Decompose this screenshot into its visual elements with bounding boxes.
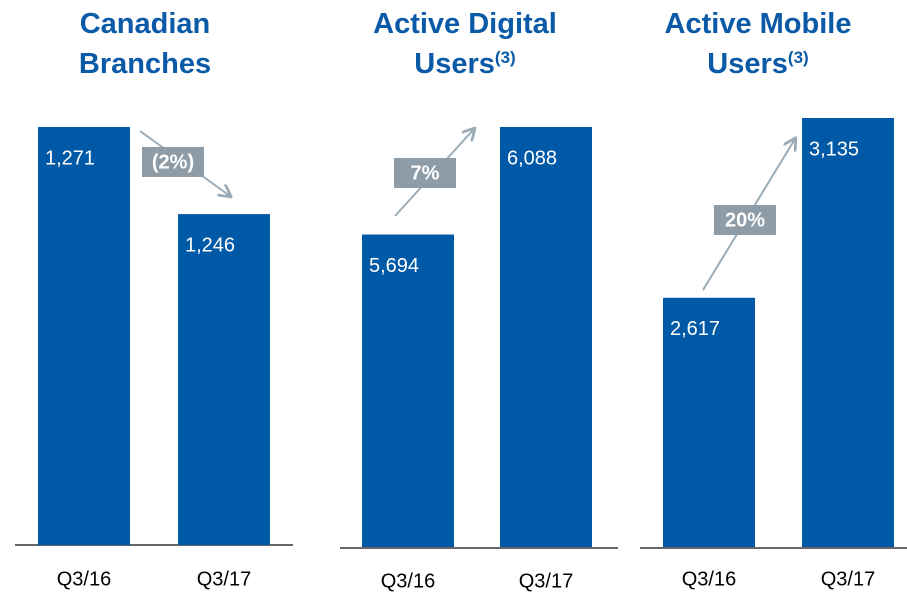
annotation: 7% (411, 162, 440, 184)
annotation-box (714, 205, 776, 235)
value-label: 5,694 (369, 255, 419, 277)
x-tick-label: Q3/16 (682, 568, 736, 590)
chart-title: Active Mobile Users(3) (628, 4, 888, 84)
x-tick-label: Q3/17 (519, 570, 573, 592)
bar (362, 234, 454, 548)
bar (178, 214, 270, 546)
chart-title: Active Digital Users(3) (335, 4, 595, 84)
annotation-box (394, 158, 456, 188)
x-tick-label: Q3/16 (57, 568, 111, 590)
value-label: 6,088 (507, 147, 557, 169)
value-label: 1,246 (185, 234, 235, 256)
title-text: Active Mobile Users (664, 8, 852, 80)
bar (38, 127, 130, 545)
title-note: (3) (787, 48, 809, 67)
value-label: 1,271 (45, 147, 95, 169)
title-text: Canadian Branches (78, 8, 212, 80)
chart-title: Canadian Branches (20, 4, 270, 84)
value-label: 2,617 (670, 318, 720, 340)
bar (663, 297, 755, 547)
title-note: (3) (494, 48, 516, 67)
annotation: 20% (725, 209, 765, 231)
bar (802, 118, 894, 547)
value-label: 3,135 (809, 138, 859, 160)
x-tick-label: Q3/17 (821, 568, 875, 590)
title-text: Active Digital Users (373, 8, 557, 80)
x-tick-label: Q3/16 (381, 570, 435, 592)
bar (500, 127, 592, 547)
annotation-box (142, 147, 204, 177)
annotation: (2%) (152, 151, 194, 173)
x-tick-label: Q3/17 (197, 568, 251, 590)
